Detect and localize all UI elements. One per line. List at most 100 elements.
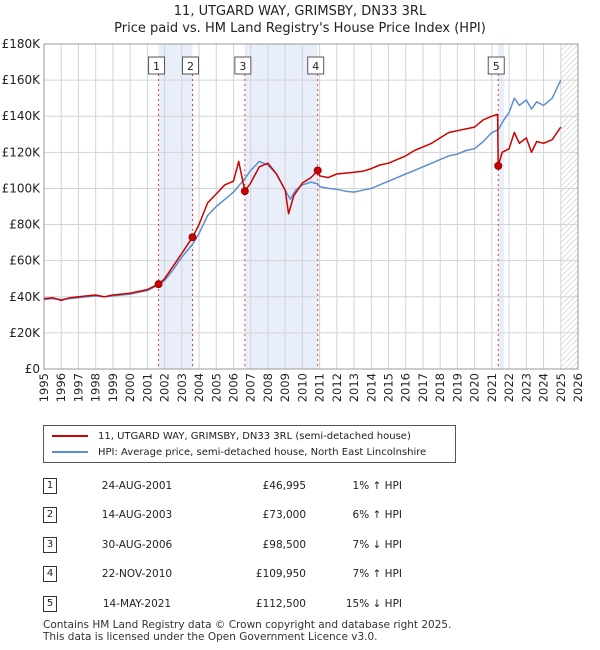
sale-price: £73,000	[262, 509, 306, 522]
sale-hpi-diff: 1% ↑ HPI	[352, 479, 402, 492]
price-chart: £0 £20K £40K £60K £80K £100K £120K £140K £160K £1…	[2, 37, 585, 402]
sale-hpi-diff-cell: 15% ↓ HPI	[306, 589, 402, 619]
x-tick-label: 2017	[416, 373, 430, 402]
sale-number-badge-cell: 4	[43, 560, 83, 590]
x-tick-label: 1995	[37, 373, 51, 402]
sale-price: £109,950	[255, 568, 306, 581]
sale-label-box	[234, 56, 252, 75]
x-tick-label: 2001	[140, 373, 154, 402]
x-tick-label: 2018	[433, 373, 447, 402]
legend-label-hpi: HPI: Average price, semi-detached house,…	[98, 446, 427, 458]
sale-number-badge-cell: 2	[43, 501, 83, 531]
y-tick-label: £80K	[9, 218, 41, 232]
sale-label: 5	[493, 60, 500, 73]
sale-price-cell: £98,500	[191, 530, 306, 560]
table-row: 3 30-AUG-2006 £98,500 7% ↓ HPI	[43, 530, 402, 560]
x-tick-label: 1996	[54, 373, 68, 402]
legend-item-hpi: HPI: Average price, semi-detached house,…	[52, 445, 426, 459]
table-row: 1 24-AUG-2001 £46,995 1% ↑ HPI	[43, 471, 402, 501]
sale-period-shade	[244, 44, 318, 369]
table-row: 5 14-MAY-2021 £112,500 15% ↓ HPI	[43, 589, 402, 619]
footer-copyright: Contains HM Land Registry data © Crown c…	[43, 619, 452, 631]
x-tick-label: 2004	[192, 373, 206, 402]
sale-label-box	[307, 56, 325, 75]
x-tick-label: 1999	[106, 373, 120, 402]
sale-label-box	[148, 56, 166, 75]
x-tick-label: 2025	[554, 373, 568, 402]
sale-date-cell: 14-AUG-2003	[83, 501, 191, 531]
sale-date: 22-NOV-2010	[101, 568, 173, 581]
footer: Contains HM Land Registry data © Crown c…	[43, 619, 451, 643]
sale-price-cell: £73,000	[191, 501, 306, 531]
x-tick-label: 2005	[209, 373, 223, 402]
sale-hpi-diff-cell: 7% ↑ HPI	[306, 560, 402, 590]
x-tick-label: 2026	[571, 373, 585, 402]
sale-hpi-diff-cell: 6% ↑ HPI	[306, 501, 402, 531]
legend-swatch-property	[52, 435, 88, 437]
y-tick-label: £40K	[9, 290, 41, 304]
x-tick-label: 2021	[485, 373, 499, 402]
sale-hpi-diff-cell: 1% ↑ HPI	[306, 471, 402, 501]
footer-licence: This data is licensed under the Open Gov…	[43, 631, 378, 643]
sale-point	[494, 161, 503, 170]
sale-point	[188, 233, 197, 242]
table-row: 4 22-NOV-2010 £109,950 7% ↑ HPI	[43, 560, 402, 590]
sale-date: 14-MAY-2021	[102, 597, 172, 610]
sale-point	[154, 280, 163, 289]
sale-label-box	[181, 56, 199, 75]
sale-price-cell: £109,950	[191, 560, 306, 590]
sale-label: 3	[239, 60, 246, 73]
y-tick-label: £60K	[9, 254, 41, 268]
sale-hpi-diff: 15% ↓ HPI	[345, 597, 402, 610]
sale-number-badge: 3	[43, 536, 57, 553]
sale-number-badge-cell: 5	[43, 589, 83, 619]
property-series-line	[43, 113, 562, 302]
x-tick-label: 2010	[295, 373, 309, 402]
sale-label: 2	[187, 60, 194, 73]
chart-subtitle: Price paid vs. HM Land Registry's House …	[114, 21, 486, 36]
x-tick-label: 2019	[450, 373, 464, 402]
hpi-series-line	[43, 79, 562, 301]
sale-label: 1	[153, 60, 160, 73]
sale-price-cell: £112,500	[191, 589, 306, 619]
sale-hpi-diff: 6% ↑ HPI	[352, 509, 402, 522]
sale-price: £112,500	[255, 597, 306, 610]
sale-label-box	[487, 56, 505, 75]
sale-period-shade	[498, 44, 505, 369]
x-tick-label: 2009	[278, 373, 292, 402]
x-tick-label: 2003	[175, 373, 189, 402]
y-tick-label: £120K	[2, 145, 42, 159]
x-tick-label: 2008	[261, 373, 275, 402]
chart-title: 11, UTGARD WAY, GRIMSBY, DN33 3RL	[173, 4, 427, 19]
sale-point	[313, 166, 322, 175]
sale-date-cell: 24-AUG-2001	[83, 471, 191, 501]
sale-date: 24-AUG-2001	[101, 479, 173, 492]
sale-number-badge-cell: 1	[43, 471, 83, 501]
x-tick-label: 2023	[519, 373, 533, 402]
sale-hpi-diff: 7% ↑ HPI	[352, 568, 402, 581]
x-tick-label: 2015	[382, 373, 396, 402]
y-tick-label: £160K	[2, 73, 42, 87]
sale-price: £46,995	[262, 479, 306, 492]
sale-date: 30-AUG-2006	[101, 538, 173, 551]
sale-date-cell: 30-AUG-2006	[83, 530, 191, 560]
y-tick-label: £20K	[9, 326, 41, 340]
x-tick-label: 2012	[330, 373, 344, 402]
legend-label-property: 11, UTGARD WAY, GRIMSBY, DN33 3RL (semi-…	[98, 430, 411, 442]
sale-number-badge: 2	[43, 507, 57, 524]
x-tick-label: 1997	[71, 373, 85, 402]
x-tick-label: 2020	[468, 373, 482, 402]
x-tick-label: 1998	[89, 373, 103, 402]
legend-swatch-hpi	[52, 451, 88, 453]
sale-date-cell: 14-MAY-2021	[83, 589, 191, 619]
x-tick-label: 2007	[244, 373, 258, 402]
sale-price: £98,500	[262, 538, 306, 551]
x-tick-label: 2011	[313, 373, 327, 402]
sale-date: 14-AUG-2003	[101, 509, 173, 522]
x-tick-label: 2006	[226, 373, 240, 402]
chart-legend: 11, UTGARD WAY, GRIMSBY, DN33 3RL (semi-…	[43, 425, 456, 463]
y-tick-label: £140K	[2, 109, 42, 123]
x-tick-label: 2002	[158, 373, 172, 402]
sales-table: 1 24-AUG-2001 £46,995 1% ↑ HPI 2 14-AUG-2003 £…	[43, 471, 402, 619]
sale-date-cell: 22-NOV-2010	[83, 560, 191, 590]
